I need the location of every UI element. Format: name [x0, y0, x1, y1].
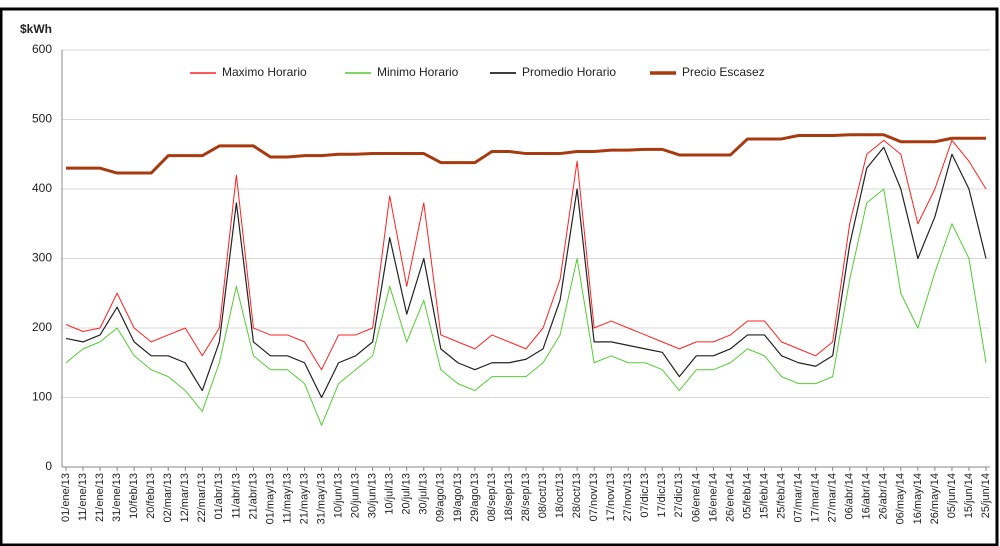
x-tick-label: 21/may/13 — [298, 473, 310, 524]
x-tick-label: 31/may/13 — [315, 473, 327, 524]
x-tick-label: 11/abr/13 — [230, 473, 242, 519]
x-tick-label: 06/may/14 — [895, 473, 907, 524]
x-tick-label: 01/ene/13 — [60, 473, 72, 522]
x-tick-label: 11/may/13 — [281, 473, 293, 524]
x-tick-label: 01/abr/13 — [213, 473, 225, 519]
x-tick-label: 08/sep/13 — [486, 473, 498, 521]
y-tick-label: 500 — [32, 112, 52, 126]
x-tick-label: 27/mar/14 — [827, 473, 839, 523]
x-tick-label: 25/feb/14 — [775, 473, 787, 519]
x-tick-label: 21/abr/13 — [247, 473, 259, 519]
legend-label: Maximo Horario — [222, 65, 307, 79]
x-tick-label: 07/mar/14 — [792, 473, 804, 523]
x-tick-label: 17/dic/13 — [656, 473, 668, 518]
x-tick-label: 07/dic/13 — [639, 473, 651, 518]
x-tick-label: 20/feb/13 — [145, 473, 157, 519]
x-tick-label: 26/may/14 — [929, 473, 941, 524]
y-tick-label: 0 — [45, 459, 52, 473]
x-tick-label: 10/feb/13 — [128, 473, 140, 519]
x-tick-label: 30/jul/13 — [418, 473, 430, 515]
frame — [0, 7, 999, 546]
x-tick-label: 10/jul/13 — [384, 473, 396, 515]
x-tick-label: 12/mar/13 — [179, 473, 191, 523]
x-tick-label: 19/ago/13 — [452, 473, 464, 522]
legend-label: Promedio Horario — [522, 65, 616, 79]
x-tick-label: 11/ene/13 — [77, 473, 89, 521]
x-tick-label: 01/may/13 — [264, 473, 276, 524]
y-tick-label: 300 — [32, 251, 52, 265]
x-tick-label: 20/jul/13 — [401, 473, 413, 515]
y-tick-label: 100 — [32, 390, 52, 404]
x-tick-label: 16/may/14 — [912, 473, 924, 524]
series-line — [66, 133, 986, 175]
y-tick-label: 200 — [32, 320, 52, 334]
x-tick-label: 06/abr/14 — [844, 473, 856, 519]
x-tick-label: 02/mar/13 — [162, 473, 174, 523]
x-tick-label: 31/ene/13 — [111, 473, 123, 522]
series-line — [65, 146, 987, 399]
x-tick-label: 05/feb/14 — [741, 473, 753, 519]
x-tick-label: 10/jun/13 — [332, 473, 344, 518]
x-tick-label: 17/mar/14 — [810, 473, 822, 523]
x-tick-label: 07/nov/13 — [588, 473, 600, 521]
x-tick-label: 09/ago/13 — [435, 473, 447, 522]
x-tick-label: 16/abr/14 — [861, 473, 873, 519]
x-tick-label: 15/feb/14 — [758, 473, 770, 519]
x-tick-label: 28/oct/13 — [571, 473, 583, 518]
x-tick-label: 08/oct/13 — [537, 473, 549, 518]
y-tick-label: 600 — [32, 42, 52, 56]
x-tick-label: 05/jun/14 — [946, 473, 958, 518]
x-tick-label: 18/oct/13 — [554, 473, 566, 518]
x-tick-label: 29/ago/13 — [469, 473, 481, 522]
x-tick-label: 28/sep/13 — [520, 473, 532, 521]
x-tick-label: 17/nov/13 — [605, 473, 617, 521]
x-tick-label: 30/jun/13 — [367, 473, 379, 518]
x-tick-label: 20/jun/13 — [350, 473, 362, 518]
x-tick-label: 22/mar/13 — [196, 473, 208, 523]
y-axis-label: $kWh — [20, 22, 52, 36]
legend-label: Minimo Horario — [377, 65, 459, 79]
x-tick-label: 18/sep/13 — [503, 473, 515, 521]
x-tick-label: 26/abr/14 — [878, 473, 890, 519]
y-tick-label: 400 — [32, 181, 52, 195]
x-tick-label: 25/jun/14 — [980, 473, 992, 518]
x-tick-label: 21/ene/13 — [94, 473, 106, 522]
x-tick-label: 06/ene/14 — [690, 473, 702, 522]
series-line — [65, 188, 987, 426]
x-tick-label: 26/ene/14 — [724, 473, 736, 522]
x-tick-label: 27/dic/13 — [673, 473, 685, 518]
series-line — [65, 139, 987, 371]
x-tick-label: 16/ene/14 — [707, 473, 719, 522]
x-tick-label: 15/jun/14 — [963, 473, 975, 518]
legend-label: Precio Escasez — [682, 65, 765, 79]
x-tick-label: 27/nov/13 — [622, 473, 634, 521]
